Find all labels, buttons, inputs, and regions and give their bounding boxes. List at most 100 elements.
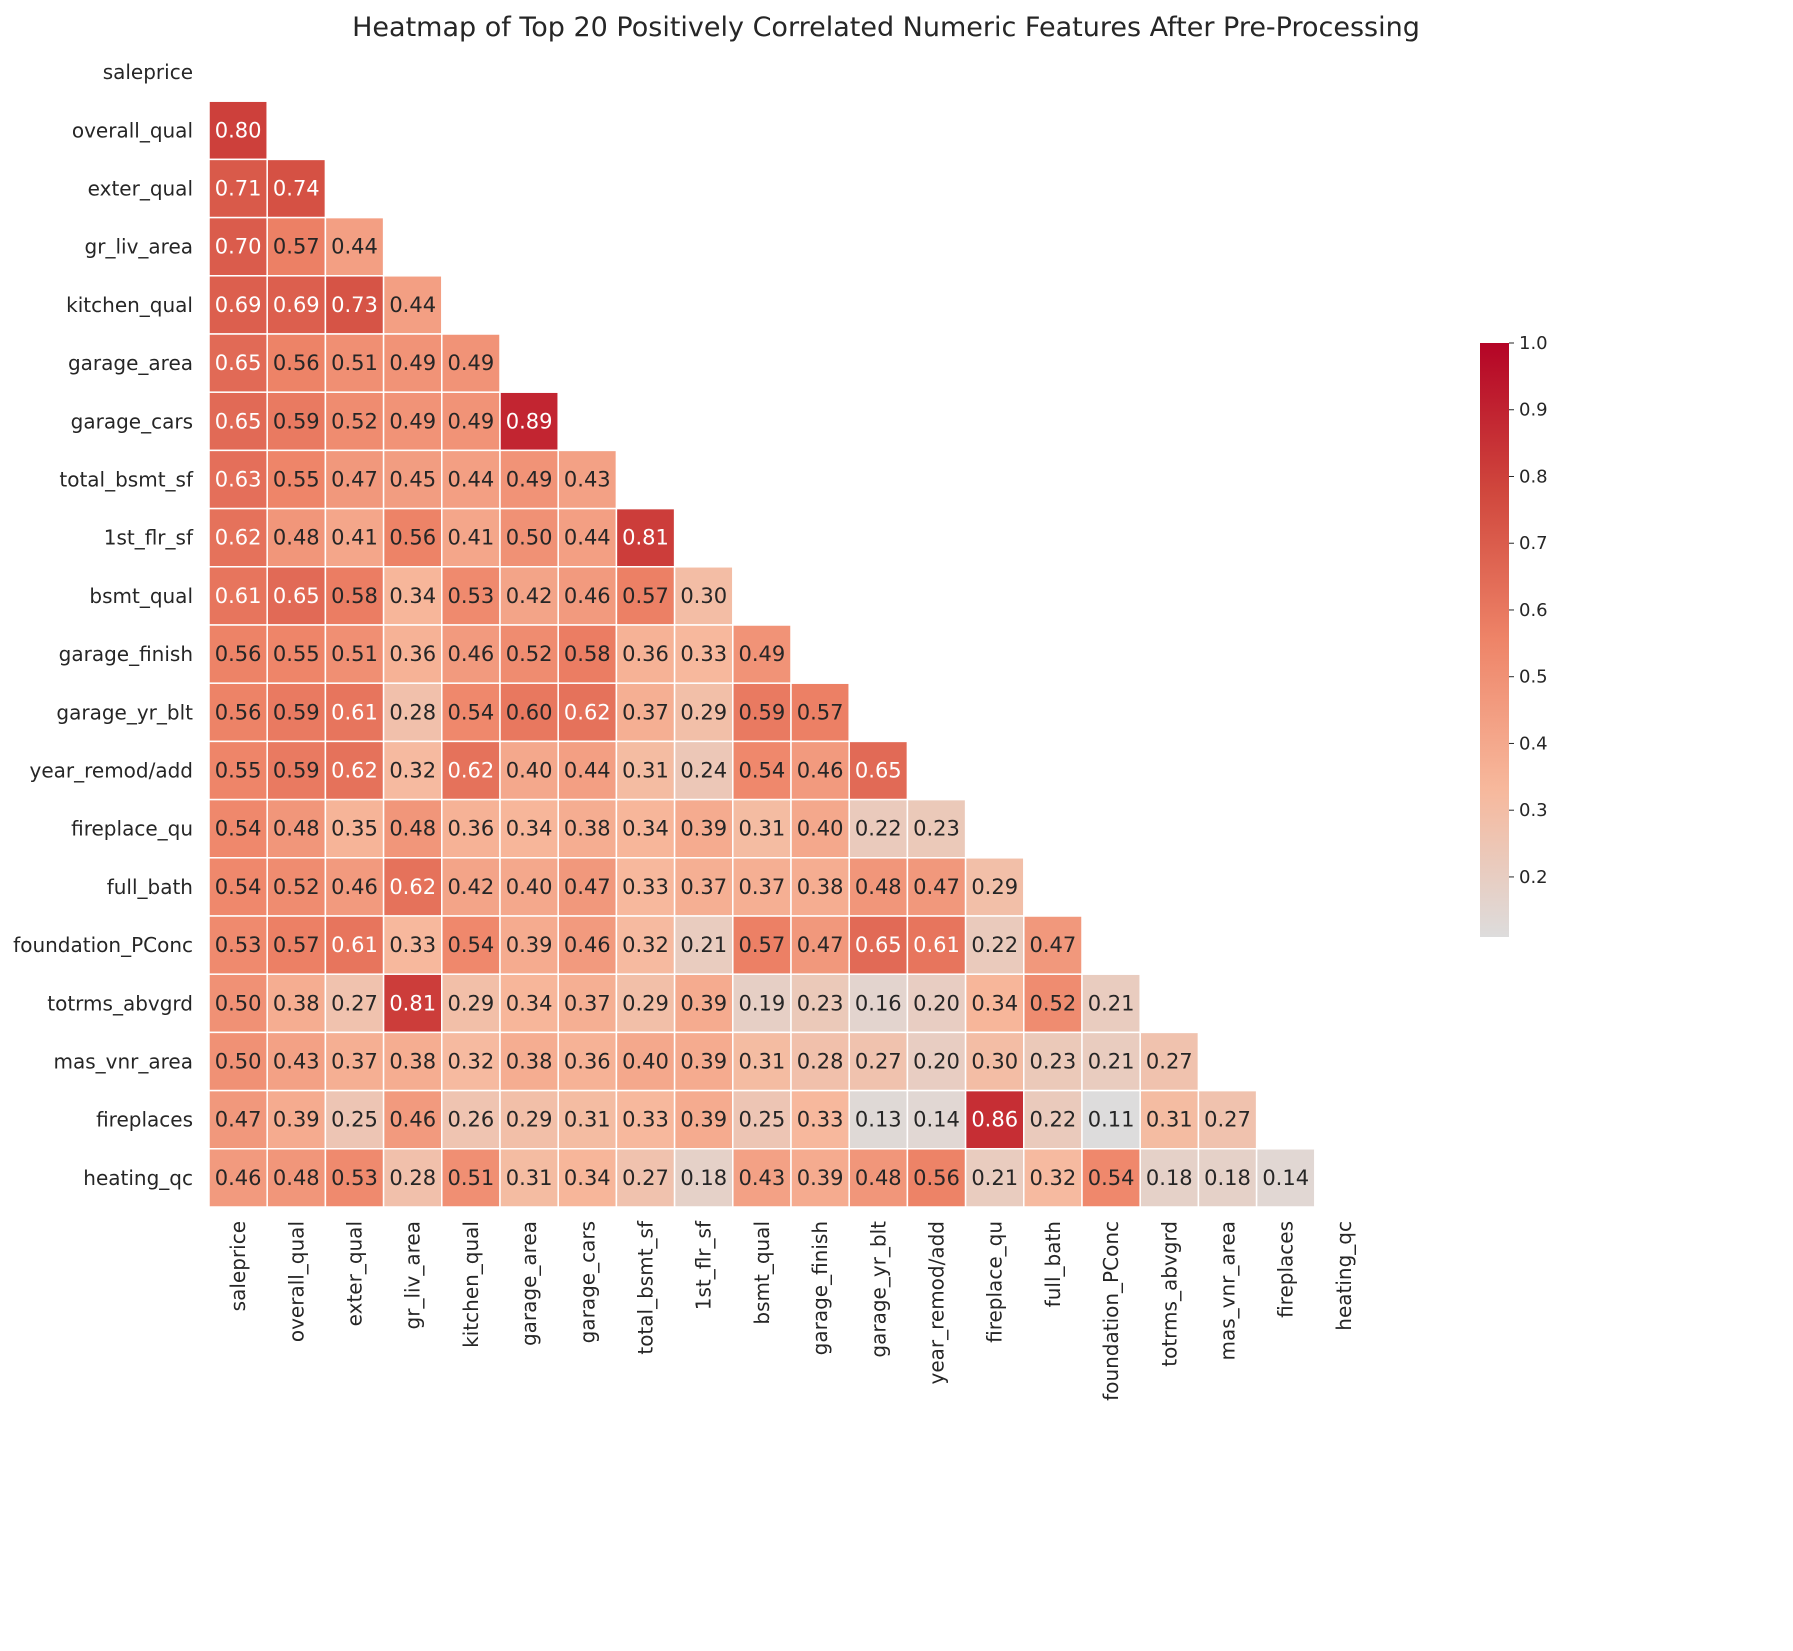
cell-value-label: 0.20 xyxy=(913,1050,960,1074)
heatmap-cell-garage_area-gr_liv_area xyxy=(382,333,443,393)
x-tick-label: bsmt_qual xyxy=(750,1221,774,1325)
cell-value-label: 0.52 xyxy=(1030,991,1077,1015)
cell-value-label: 0.55 xyxy=(273,642,320,666)
y-tick-label: heating_qc xyxy=(83,1166,193,1190)
cell-value-label: 0.21 xyxy=(971,1166,1018,1190)
cell-value-label: 0.54 xyxy=(448,933,495,957)
cell-value-label: 0.40 xyxy=(622,1050,669,1074)
cell-value-label: 0.39 xyxy=(680,991,727,1015)
heatmap-cell-garage_cars-saleprice xyxy=(208,391,268,452)
cell-value-label: 0.55 xyxy=(273,468,320,492)
heatmap-cell-totrms_abvgrd-foundation_PConc xyxy=(1081,973,1141,1034)
heatmap-cell-fireplaces-gr_liv_area xyxy=(382,1089,443,1150)
cell-value-label: 0.38 xyxy=(273,991,320,1015)
cell-value-label: 0.33 xyxy=(622,1108,669,1132)
heatmap-cell-totrms_abvgrd-1st_flr_sf xyxy=(673,973,734,1034)
cell-value-label: 0.36 xyxy=(448,817,495,841)
heatmap-cell-mas_vnr_area-year_remod/add xyxy=(906,1031,967,1092)
cell-value-label: 0.29 xyxy=(622,991,669,1015)
cell-value-label: 0.31 xyxy=(506,1166,553,1190)
cell-value-label: 0.38 xyxy=(797,875,844,899)
y-tick-label: foundation_PConc xyxy=(13,933,193,957)
heatmap-cell-exter_qual-saleprice xyxy=(208,158,268,219)
heatmap-cell-bsmt_qual-1st_flr_sf xyxy=(673,566,734,626)
cell-value-label: 0.33 xyxy=(389,933,436,957)
cell-value-label: 0.80 xyxy=(215,118,262,142)
colorbar-ticks: 0.2 0.3 0.4 0.5 0.6 0.7 0.8 0.9 1.0 xyxy=(1509,333,1548,888)
cell-value-label: 0.47 xyxy=(564,875,611,899)
heatmap-cell-totrms_abvgrd-gr_liv_area xyxy=(382,973,443,1034)
cell-value-label: 0.30 xyxy=(971,1050,1018,1074)
cell-value-label: 0.56 xyxy=(913,1166,960,1190)
cell-value-label: 0.61 xyxy=(331,933,378,957)
cell-value-label: 0.52 xyxy=(506,642,553,666)
heatmap-cell-garage_yr_blt-garage_finish xyxy=(790,682,850,743)
y-tick-label: kitchen_qual xyxy=(66,293,193,317)
heatmap-cell-mas_vnr_area-exter_qual xyxy=(324,1031,385,1092)
heatmap-cell-garage_yr_blt-garage_area xyxy=(499,682,559,743)
heatmap-cell-fireplace_qu-kitchen_qual xyxy=(441,798,501,859)
heatmap-cell-full_bath-gr_liv_area xyxy=(382,857,443,917)
y-tick-label: exter_qual xyxy=(88,177,193,201)
colorbar-tick-label: 1.0 xyxy=(1519,333,1548,354)
cell-value-label: 0.49 xyxy=(739,642,786,666)
heatmap-cell-foundation_PConc-garage_finish xyxy=(790,915,850,975)
heatmap-cell-foundation_PConc-kitchen_qual xyxy=(441,915,501,975)
cell-value-label: 0.35 xyxy=(331,817,378,841)
cell-value-label: 0.47 xyxy=(913,875,960,899)
heatmap-cell-garage_finish-kitchen_qual xyxy=(441,624,501,684)
cell-value-label: 0.38 xyxy=(506,1050,553,1074)
cell-value-label: 0.81 xyxy=(622,526,669,550)
y-tick-label: garage_yr_blt xyxy=(56,700,193,724)
y-tick-label: mas_vnr_area xyxy=(54,1050,194,1074)
cell-value-label: 0.19 xyxy=(739,991,786,1015)
cell-value-label: 0.56 xyxy=(389,526,436,550)
colorbar-tick-label: 0.8 xyxy=(1519,466,1548,487)
cell-value-label: 0.21 xyxy=(1088,991,1135,1015)
cell-value-label: 0.74 xyxy=(273,177,320,201)
cell-value-label: 0.57 xyxy=(622,584,669,608)
x-tick-label: mas_vnr_area xyxy=(1216,1221,1240,1361)
cell-value-label: 0.16 xyxy=(855,991,902,1015)
heatmap-cell-heating_qc-mas_vnr_area xyxy=(1197,1148,1258,1208)
cell-value-label: 0.62 xyxy=(389,875,436,899)
cell-value-label: 0.46 xyxy=(331,875,378,899)
x-tick-label: total_bsmt_sf xyxy=(634,1220,658,1355)
heatmap-cell-kitchen_qual-overall_qual xyxy=(266,275,327,335)
heatmap-cell-fireplace_qu-garage_area xyxy=(499,798,559,859)
heatmap-cell-overall_qual-saleprice xyxy=(208,100,268,161)
x-tick-label: totrms_abvgrd xyxy=(1157,1221,1181,1367)
cell-value-label: 0.28 xyxy=(389,1166,436,1190)
heatmap-cell-garage_cars-gr_liv_area xyxy=(382,391,443,452)
heatmap-cell-fireplaces-year_remod/add xyxy=(906,1089,967,1150)
colorbar-tick-label: 0.7 xyxy=(1519,533,1548,554)
heatmap-cell-year_remod/add-gr_liv_area xyxy=(382,740,443,801)
cell-value-label: 0.29 xyxy=(506,1108,553,1132)
cell-value-label: 0.54 xyxy=(215,875,262,899)
cell-value-label: 0.58 xyxy=(564,642,611,666)
heatmap-cell-heating_qc-fireplaces xyxy=(1255,1148,1316,1208)
heatmap-cell-year_remod/add-total_bsmt_sf xyxy=(615,740,676,801)
heatmap-cell-full_bath-year_remod/add xyxy=(906,857,967,917)
heatmap-cell-fireplaces-mas_vnr_area xyxy=(1197,1089,1258,1150)
cell-value-label: 0.65 xyxy=(273,584,320,608)
cell-value-label: 0.47 xyxy=(1030,933,1077,957)
heatmap-cell-heating_qc-overall_qual xyxy=(266,1148,327,1208)
cell-value-label: 0.65 xyxy=(215,409,262,433)
heatmap-cell-year_remod/add-garage_cars xyxy=(557,740,618,801)
cell-value-label: 0.48 xyxy=(389,817,436,841)
x-tick-label: fireplaces xyxy=(1274,1221,1298,1318)
heatmap-cell-garage_yr_blt-saleprice xyxy=(208,682,268,743)
cell-value-label: 0.57 xyxy=(273,933,320,957)
cell-value-label: 0.40 xyxy=(506,759,553,783)
y-tick-label: totrms_abvgrd xyxy=(47,991,193,1015)
x-tick-label: garage_area xyxy=(517,1221,541,1346)
heatmap-cell-gr_liv_area-exter_qual xyxy=(324,216,385,277)
cell-value-label: 0.59 xyxy=(739,700,786,724)
cell-value-label: 0.26 xyxy=(448,1108,495,1132)
cell-value-label: 0.34 xyxy=(389,584,436,608)
heatmap-cell-garage_cars-garage_area xyxy=(499,391,559,452)
heatmap-cell-fireplace_qu-garage_cars xyxy=(557,798,618,859)
cell-value-label: 0.32 xyxy=(622,933,669,957)
